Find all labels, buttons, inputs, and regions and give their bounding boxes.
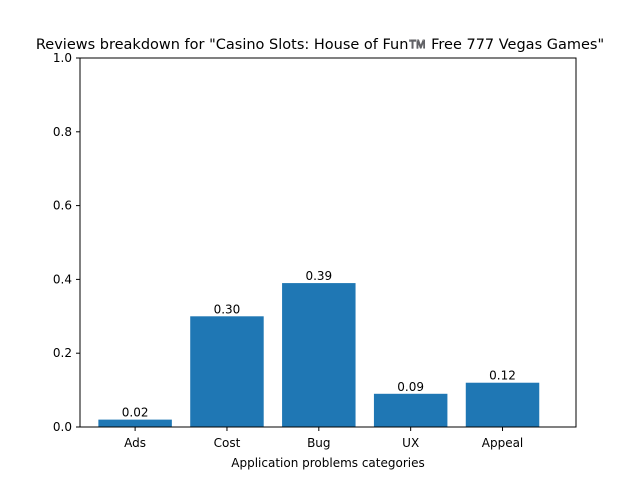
x-tick-label: UX <box>402 436 419 450</box>
bar-value-label: 0.02 <box>122 406 149 420</box>
bar-value-label: 0.09 <box>397 380 424 394</box>
bar-bug <box>282 283 356 427</box>
x-tick-label: Appeal <box>482 436 524 450</box>
x-tick-label: Ads <box>124 436 146 450</box>
bar-appeal <box>465 382 540 427</box>
bar-ux <box>373 393 448 427</box>
y-tick-label: 0.2 <box>53 346 72 360</box>
y-tick-label: 0.6 <box>53 199 72 213</box>
x-tick-label: Cost <box>214 436 241 450</box>
bar-ads <box>98 419 172 427</box>
y-tick-label: 0.4 <box>53 272 72 286</box>
plot-area: 0.0 0.2 0.4 0.6 0.8 1.0 Ads 0.02 Cost 0.30 Bug 0.39… <box>53 51 577 450</box>
bar-value-label: 0.39 <box>305 269 332 283</box>
bar-value-label: 0.30 <box>214 302 241 316</box>
y-tick-label: 1.0 <box>53 51 72 65</box>
x-axis-label: Application problems categories <box>231 456 424 470</box>
y-tick-label: 0.0 <box>53 420 72 434</box>
bar-cost <box>190 316 264 427</box>
plot-frame <box>79 57 577 428</box>
y-tick-label: 0.8 <box>53 125 72 139</box>
bar-value-label: 0.12 <box>489 369 516 383</box>
x-tick-label: Bug <box>307 436 330 450</box>
chart-title: Reviews breakdown for "Casino Slots: Hou… <box>36 37 604 53</box>
